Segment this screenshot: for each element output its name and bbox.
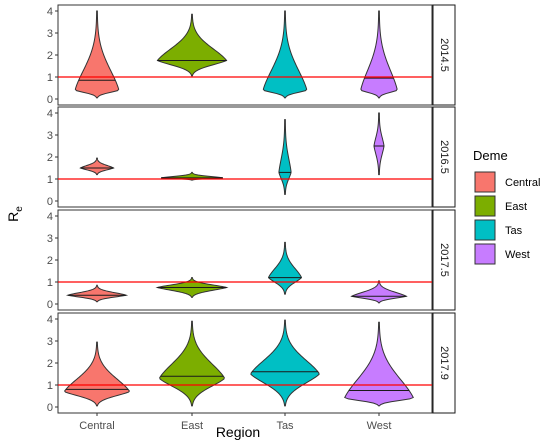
violin-west-2014-5 [360, 10, 398, 99]
y-tick-label: 2 [47, 358, 53, 370]
legend-key-central [474, 171, 496, 193]
y-axis-title: Re [5, 206, 25, 222]
legend-key-east [474, 195, 496, 217]
y-tick-label: 0 [47, 402, 53, 414]
y-tick-label: 2 [47, 50, 53, 62]
legend-label-central: Central [505, 177, 540, 189]
y-tick-label: 0 [47, 299, 53, 311]
facet-panel-2016-5: 2016.5 0 1 2 3 4 [47, 106, 456, 208]
y-tick-label: 2 [47, 152, 53, 164]
y-tick-label: 0 [47, 94, 53, 106]
y-tick-label: 3 [47, 336, 53, 348]
legend-label-west: West [505, 249, 530, 261]
legend-label-tas: Tas [505, 225, 523, 237]
y-tick-label: 4 [47, 211, 53, 223]
violin-central-2017-5 [65, 284, 129, 303]
x-tick-label: Central [79, 420, 114, 432]
violin-central-2016-5 [79, 157, 115, 176]
legend-key-tas [474, 219, 496, 241]
y-tick-label: 4 [47, 108, 53, 120]
facet-strip-label: 2017.9 [438, 346, 450, 380]
x-axis-title: Region [216, 424, 260, 440]
y-axis-title-subscript: e [14, 206, 25, 212]
y-tick-label: 3 [47, 130, 53, 142]
x-axis-ticks: Central East Tas West [79, 413, 391, 432]
facet-panel-2017-9: 2017.9 0 1 2 3 4 [47, 312, 456, 414]
facet-strip-label: 2017.5 [438, 243, 450, 277]
y-tick-label: 4 [47, 314, 53, 326]
violin-west-2016-5 [373, 112, 385, 176]
facet-panels: 2014.5 0 1 2 3 4 2016.5 0 1 2 3 4 2017.5 0 1 2 3 4 2017.9 0… [47, 4, 456, 414]
legend: Deme Central East Tas West [473, 148, 540, 265]
y-tick-label: 1 [47, 380, 53, 392]
y-tick-label: 2 [47, 255, 53, 267]
facet-panel-2017-5: 2017.5 0 1 2 3 4 [47, 209, 456, 311]
y-tick-label: 4 [47, 6, 53, 18]
y-axis-title-main: R [5, 212, 21, 222]
y-tick-label: 3 [47, 28, 53, 40]
y-tick-label: 1 [47, 277, 53, 289]
facet-strip-label: 2016.5 [438, 140, 450, 174]
legend-title: Deme [473, 148, 508, 163]
facet-strip [432, 312, 456, 414]
x-tick-label: East [181, 420, 203, 432]
facet-strip [432, 209, 456, 311]
facet-panel-2014-5: 2014.5 0 1 2 3 4 [47, 4, 456, 106]
violin-tas-2014-5 [262, 10, 308, 99]
x-tick-label: Tas [276, 420, 294, 432]
y-tick-label: 3 [47, 233, 53, 245]
y-tick-label: 1 [47, 72, 53, 84]
violin-central-2014-5 [74, 10, 120, 99]
y-tick-label: 1 [47, 174, 53, 186]
x-tick-label: West [367, 420, 392, 432]
legend-key-west [474, 243, 496, 265]
violin-tas-2016-5 [278, 119, 292, 195]
facet-strip-label: 2014.5 [438, 38, 450, 72]
y-tick-label: 0 [47, 196, 53, 208]
facet-strip [432, 4, 456, 106]
panel-frame [57, 106, 433, 208]
facet-strip [432, 106, 456, 208]
legend-label-east: East [505, 201, 527, 213]
